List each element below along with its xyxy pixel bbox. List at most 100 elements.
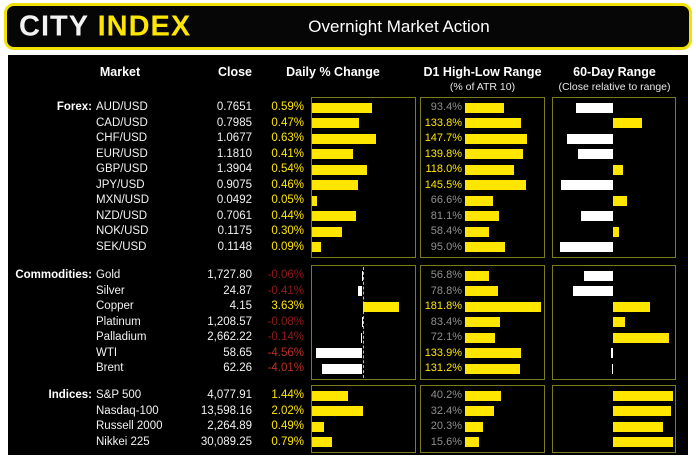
daily-change-bar [316,348,363,358]
daily-change-bar [361,317,363,327]
market-cell: Copper [96,300,134,312]
range60-bar [613,421,664,432]
range60-bar [575,102,613,113]
daily-change-bar [312,102,372,113]
city-index-logo: CITY INDEX [19,10,191,43]
range60-bar [613,406,671,416]
market-cell: CAD/USD [96,116,148,129]
market-cell: SEK/USD [96,240,147,253]
daily-change-bar [312,118,360,128]
close-cell: 1.0677 [216,132,252,144]
daily-change-bar [361,270,363,281]
market-cell: EUR/USD [96,147,148,160]
daily-change-bar [358,286,363,296]
close-cell: 0.1175 [217,225,252,237]
section-label: Indices: [48,389,92,401]
range60-bar [613,301,651,312]
table-row: Silver 24.87 -0.41% 78.8% [8,284,688,300]
close-cell: 4,077.91 [207,389,252,401]
d1-range-label: 56.8% [430,269,462,281]
d1-range-bar [465,286,498,296]
daily-pct-cell: 0.47% [271,116,304,129]
range60-bar [613,195,628,206]
table-row: CHF/USD 1.0677 0.63% 147.7% [8,131,688,147]
daily-pct-cell: 1.44% [271,389,304,401]
table-row: Platinum 1,208.57 -0.08% 83.4% [8,315,688,331]
daily-change-bar [312,437,332,447]
range60-bar [560,242,613,252]
d1-range-label: 133.8% [424,116,462,129]
logo-city-text: CITY [19,10,89,42]
table-row: NOK/USD 0.1175 0.30% 58.4% [8,224,688,240]
table-row: Brent 62.26 -4.01% 131.2% [8,361,688,377]
section-label: Commodities: [15,269,92,281]
daily-pct-cell: 0.79% [271,435,304,448]
range60-bar [613,164,623,175]
d1-range-bar [465,437,479,447]
daily-change-bar [312,211,357,221]
d1-range-label: 133.9% [424,346,462,359]
daily-pct-cell: 3.63% [271,300,304,312]
section-rows: Forex: AUD/USD 0.7651 0.59% 93.4% CAD/USD 0.79… [8,97,688,258]
table-row: Commodities: Gold 1,727.80 -0.06% 56.8% [8,268,688,284]
d1-range-label: 181.8% [424,300,462,312]
close-cell: 2,662.22 [207,331,252,343]
daily-change-bar [312,164,367,175]
d1-range-label: 139.8% [424,147,462,160]
daily-change-bar [312,406,363,416]
table-row: WTI 58.65 -4.56% 133.9% [8,346,688,362]
d1-range-label: 66.6% [430,194,462,206]
section-label: Forex: [56,101,92,113]
daily-pct-cell: 0.54% [271,163,304,175]
range60-bar [613,226,619,237]
daily-pct-cell: -0.41% [267,284,304,297]
range60-bar [611,363,613,374]
column-header-market: Market [99,65,141,79]
close-cell: 1.3904 [216,163,252,175]
close-cell: 58.65 [223,346,252,359]
daily-pct-cell: 0.63% [271,132,304,144]
market-cell: Silver [96,284,125,297]
column-header-daily-change: Daily % Change [286,65,380,79]
close-cell: 0.9075 [216,178,252,191]
table-row: CAD/USD 0.7985 0.47% 133.8% [8,116,688,132]
section-forex: Forex: AUD/USD 0.7651 0.59% 93.4% CAD/USD 0.79… [8,97,688,258]
column-header-60day-range: 60-Day Range [573,65,656,79]
close-cell: 0.7985 [216,116,252,129]
table-row: NZD/USD 0.7061 0.44% 81.1% [8,209,688,225]
d1-range-bar [465,195,493,206]
market-cell: MXN/USD [96,194,150,206]
section-indices: Indices: S&P 500 4,077.91 1.44% 40.2% Nasdaq-… [8,385,688,453]
range60-bar [578,149,613,159]
close-cell: 1.1810 [216,147,252,160]
d1-range-label: 20.3% [430,420,462,432]
daily-pct-cell: -0.14% [267,331,304,343]
daily-change-bar [312,149,354,159]
daily-change-bar [312,421,325,432]
daily-pct-cell: 0.46% [271,178,304,191]
d1-range-bar [465,118,521,128]
page-title: Overnight Market Action [308,16,490,36]
table-row: Nasdaq-100 13,598.16 2.02% 32.4% [8,404,688,420]
column-header-close: Close [217,65,252,79]
d1-range-label: 72.1% [430,331,462,343]
range60-bar [613,332,670,343]
daily-pct-cell: 0.30% [271,225,304,237]
d1-range-label: 32.4% [430,404,462,417]
column-subheader-close-relative: (Close relative to range) [558,81,671,93]
logo-index-text: INDEX [97,10,192,42]
table-row: EUR/USD 1.1810 0.41% 139.8% [8,147,688,163]
close-cell: 24.87 [223,284,252,297]
daily-pct-cell: 2.02% [271,404,304,417]
daily-change-bar [312,242,322,252]
range60-bar [580,211,613,221]
d1-range-bar [465,164,515,175]
daily-change-bar [362,301,400,312]
close-cell: 13,598.16 [200,404,252,417]
close-cell: 0.7651 [216,101,252,113]
daily-change-bar [312,133,376,144]
market-cell: NOK/USD [96,225,149,237]
close-cell: 0.7061 [216,209,252,222]
range60-bar [613,390,673,401]
table-row: Nikkei 225 30,089.25 0.79% 15.6% [8,435,688,451]
